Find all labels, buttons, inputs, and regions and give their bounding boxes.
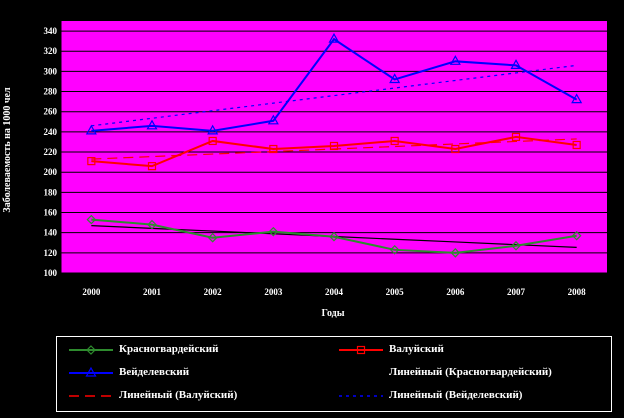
data-point <box>146 119 158 130</box>
y-tick-label: 160 <box>44 208 58 218</box>
data-point <box>85 124 97 135</box>
y-tick-label: 300 <box>44 66 58 76</box>
y-tick-label: 120 <box>44 248 58 258</box>
legend-label: Красногвардейский <box>119 343 219 355</box>
y-tick-label: 340 <box>44 26 58 36</box>
legend-swatch <box>339 395 383 397</box>
legend-item: Вейделевский <box>63 364 333 382</box>
legend-item: Линейный (Красногвардейский) <box>333 364 603 382</box>
data-point <box>449 55 461 65</box>
legend-item: Линейный (Вейделевский) <box>333 387 603 405</box>
plot-area <box>61 21 607 273</box>
y-tick-label: 220 <box>44 147 58 157</box>
legend-marker <box>86 345 96 355</box>
x-tick-label: 2002 <box>204 287 223 297</box>
y-tick-label: 240 <box>44 127 58 137</box>
legend-swatch <box>69 395 113 397</box>
y-axis-title: Заболеваемость на 1000 чел <box>2 87 13 213</box>
data-point <box>389 244 400 255</box>
x-tick-label: 2001 <box>143 287 162 297</box>
legend-item: Красногвардейский <box>63 341 333 359</box>
legend-label: Линейный (Вейделевский) <box>389 389 523 401</box>
x-tick-label: 2003 <box>264 287 283 297</box>
x-axis-title: Годы <box>321 308 344 319</box>
data-point <box>208 136 217 146</box>
data-point <box>269 144 278 154</box>
data-point <box>207 232 218 243</box>
x-tick-label: 2008 <box>568 287 587 297</box>
y-tick-label: 200 <box>44 167 58 177</box>
x-tick-label: 2006 <box>446 287 465 297</box>
y-tick-label: 260 <box>44 107 58 117</box>
data-point <box>207 124 219 135</box>
y-tick-label: 180 <box>44 187 58 197</box>
legend-item: Линейный (Валуйский) <box>63 387 333 405</box>
data-point <box>572 140 581 150</box>
legend-label: Линейный (Красногвардейский) <box>389 366 552 378</box>
y-tick-label: 320 <box>44 46 58 56</box>
legend-label: Линейный (Валуйский) <box>119 389 238 401</box>
x-tick-label: 2004 <box>325 287 344 297</box>
x-tick-label: 2005 <box>386 287 405 297</box>
data-point <box>389 73 401 84</box>
legend-label: Валуйский <box>389 343 444 355</box>
legend-label: Вейделевский <box>119 366 190 378</box>
chart-svg: 100 120 140 160 180 200 220 240 260 280 300 320 340 2… <box>2 21 607 319</box>
data-point <box>87 157 96 166</box>
y-tick-label: 280 <box>44 87 58 97</box>
legend-swatch <box>339 345 383 355</box>
data-point <box>328 32 340 43</box>
y-tick-label: 100 <box>44 268 58 278</box>
data-point <box>329 141 339 151</box>
data-point <box>450 247 461 258</box>
data-point <box>86 214 97 225</box>
x-tick-label: 2007 <box>507 287 526 297</box>
legend-item: Валуйский <box>333 341 603 359</box>
data-point <box>267 114 279 125</box>
data-point <box>147 162 157 171</box>
data-point <box>571 93 583 104</box>
data-point <box>147 219 157 230</box>
data-point <box>511 132 521 142</box>
legend-swatch <box>69 345 113 355</box>
data-point <box>268 226 279 237</box>
legend-marker <box>356 345 366 355</box>
series-line-1 <box>91 135 577 168</box>
legend-swatch <box>339 372 383 374</box>
x-tick-label: 2000 <box>82 287 101 297</box>
legend-swatch <box>69 366 113 377</box>
data-point <box>510 59 522 69</box>
data-point <box>329 231 339 242</box>
data-point <box>511 240 521 251</box>
series-line-0 <box>91 218 577 254</box>
data-point <box>390 136 399 146</box>
y-tick-label: 140 <box>44 228 58 238</box>
legend: Красногвардейский Валуйский Вейделевский Ли… <box>56 336 612 412</box>
data-point <box>571 230 582 241</box>
data-point <box>451 144 460 154</box>
series-line-2 <box>91 37 578 132</box>
legend-marker <box>85 366 97 377</box>
trend-line-5 <box>91 64 577 127</box>
